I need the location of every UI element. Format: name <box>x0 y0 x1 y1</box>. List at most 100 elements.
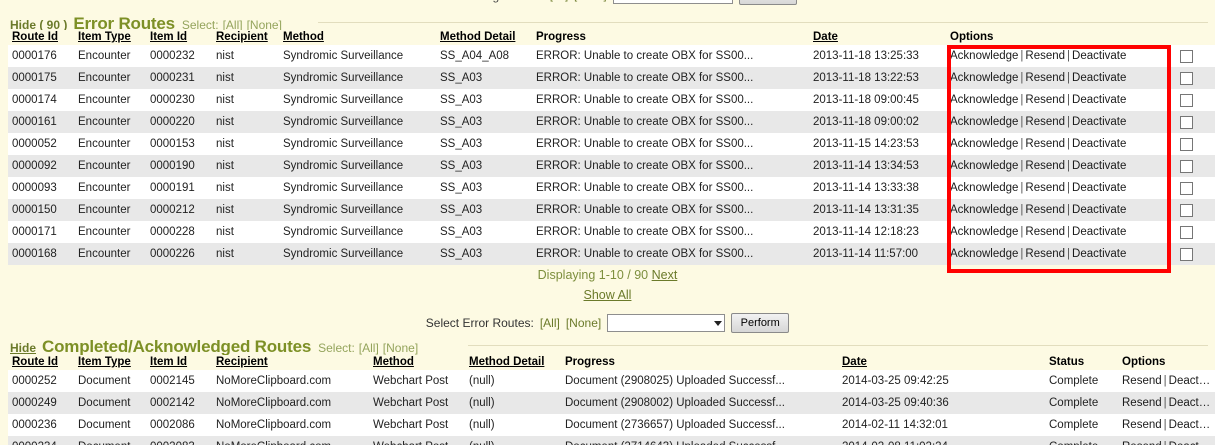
option-link-acknowledge[interactable]: Acknowledge <box>950 94 1019 106</box>
cell-item_id: 0000231 <box>146 67 212 89</box>
option-link-resend[interactable]: Resend <box>1025 50 1066 62</box>
option-link-deactivate[interactable]: Deactivate <box>1168 375 1215 387</box>
option-link-deactivate[interactable]: Deactivate <box>1072 50 1127 62</box>
error-routes-action-none-link[interactable]: [None] <box>565 316 602 330</box>
cell-route_id: 0000093 <box>8 177 74 199</box>
column-header-recipient[interactable]: Recipient <box>212 355 369 370</box>
table-row: 0000092 Encounter 0000190 nist Syndromic Sur… <box>8 155 1215 177</box>
cell-item_id: 0000230 <box>146 89 212 111</box>
column-header-method[interactable]: Method <box>369 355 465 370</box>
error-routes-header-row: Route Id Item Type Item Id Recipient Method M… <box>8 30 1215 45</box>
option-link-deactivate[interactable]: Deactivate <box>1072 94 1127 106</box>
error-routes-next-link[interactable]: Next <box>651 268 678 282</box>
pending-select-all-link[interactable]: [All] <box>550 0 568 2</box>
option-link-deactivate[interactable]: Deactivate <box>1072 72 1127 84</box>
pending-action-select[interactable]: Cancel <box>612 0 733 4</box>
option-link-acknowledge[interactable]: Acknowledge <box>950 138 1019 150</box>
option-link-deactivate[interactable]: Deactivate <box>1072 226 1127 238</box>
cell-status: Complete <box>1045 370 1118 392</box>
column-header-label-status: Status <box>1049 356 1085 368</box>
option-link-acknowledge[interactable]: Acknowledge <box>950 116 1019 128</box>
option-link-deactivate[interactable]: Deactivate <box>1169 441 1215 445</box>
column-header-label-item_id: Item Id <box>150 356 188 368</box>
row-select-checkbox[interactable] <box>1180 225 1193 239</box>
error-routes-select-all-link[interactable]: [All] <box>222 18 243 32</box>
column-header-item_type[interactable]: Item Type <box>74 355 146 370</box>
option-link-resend[interactable]: Resend <box>1122 441 1162 445</box>
pending-select-none-link[interactable]: [None] <box>574 0 606 2</box>
pending-perform-button[interactable]: Perform <box>738 0 797 5</box>
option-link-deactivate[interactable]: Deactivate <box>1072 116 1127 128</box>
option-link-resend[interactable]: Resend <box>1025 138 1066 150</box>
column-header-label-item_type: Item Type <box>78 356 131 368</box>
error-routes-perform-button[interactable]: Perform <box>731 313 790 333</box>
row-options-cell: Acknowledge | Resend | Deactivate <box>946 243 1176 265</box>
column-header-item_id[interactable]: Item Id <box>146 30 212 45</box>
completed-routes-hide-link[interactable]: Hide <box>10 341 37 355</box>
row-select-cell <box>1176 199 1215 221</box>
option-link-deactivate[interactable]: Deactivate <box>1072 248 1127 260</box>
cell-route_id: 0000150 <box>8 199 74 221</box>
completed-routes-select-all-link[interactable]: [All] <box>358 341 379 355</box>
option-link-deactivate[interactable]: Deactivate <box>1072 138 1127 150</box>
option-link-deactivate[interactable]: Deactivate <box>1072 204 1127 216</box>
option-link-acknowledge[interactable]: Acknowledge <box>950 204 1019 216</box>
option-link-resend[interactable]: Resend <box>1025 94 1066 106</box>
option-link-deactivate[interactable]: Deactivate <box>1072 160 1127 172</box>
column-header-item_type[interactable]: Item Type <box>74 30 146 45</box>
option-link-deactivate[interactable]: Deactivate <box>1072 182 1127 194</box>
option-link-resend[interactable]: Resend <box>1025 72 1066 84</box>
cell-item_id: 0000228 <box>146 221 212 243</box>
option-link-resend[interactable]: Resend <box>1025 226 1066 238</box>
row-select-checkbox[interactable] <box>1180 247 1193 261</box>
row-select-checkbox[interactable] <box>1180 159 1193 173</box>
option-separator: | <box>1067 116 1071 128</box>
option-link-deactivate[interactable]: Deactivate <box>1168 397 1215 409</box>
error-routes-paging: Displaying 1-10 / 90 Next <box>0 268 1215 282</box>
completed-routes-select-none-link[interactable]: [None] <box>382 341 419 355</box>
cell-status: Complete <box>1045 436 1118 445</box>
cell-item_id: 0002086 <box>146 414 212 436</box>
option-link-acknowledge[interactable]: Acknowledge <box>950 182 1019 194</box>
error-routes-select-none-link[interactable]: [None] <box>246 18 282 32</box>
option-link-resend[interactable]: Resend <box>1025 248 1066 260</box>
table-row: 0000093 Encounter 0000191 nist Syndromic Sur… <box>8 177 1215 199</box>
option-link-resend[interactable]: Resend <box>1122 397 1162 409</box>
row-select-checkbox[interactable] <box>1180 93 1193 107</box>
column-header-route_id[interactable]: Route Id <box>8 355 74 370</box>
row-select-checkbox[interactable] <box>1180 71 1193 85</box>
column-header-method_detail[interactable]: Method Detail <box>436 30 532 45</box>
column-header-date[interactable]: Date <box>838 355 1045 370</box>
option-link-acknowledge[interactable]: Acknowledge <box>950 72 1019 84</box>
cell-progress: Document (2736657) Uploaded Successf... <box>561 414 838 436</box>
row-select-checkbox[interactable] <box>1180 115 1193 129</box>
option-link-acknowledge[interactable]: Acknowledge <box>950 50 1019 62</box>
row-select-checkbox[interactable] <box>1180 203 1193 217</box>
error-routes-show-all-link[interactable]: Show All <box>583 288 632 302</box>
column-header-method[interactable]: Method <box>279 30 436 45</box>
column-header-date[interactable]: Date <box>809 30 946 45</box>
option-link-resend[interactable]: Resend <box>1025 204 1066 216</box>
cell-item_id: 0000212 <box>146 199 212 221</box>
option-link-resend[interactable]: Resend <box>1025 182 1066 194</box>
row-select-checkbox[interactable] <box>1180 49 1193 63</box>
column-header-item_id[interactable]: Item Id <box>146 355 212 370</box>
column-header-route_id[interactable]: Route Id <box>8 30 74 45</box>
option-link-resend[interactable]: Resend <box>1025 116 1066 128</box>
option-link-resend[interactable]: Resend <box>1122 419 1162 431</box>
option-separator: | <box>1162 441 1169 445</box>
option-link-resend[interactable]: Resend <box>1025 160 1066 172</box>
error-routes-action-all-link[interactable]: [All] <box>539 316 560 330</box>
option-link-deactivate[interactable]: Deactivate <box>1168 419 1215 431</box>
option-link-acknowledge[interactable]: Acknowledge <box>950 248 1019 260</box>
option-link-acknowledge[interactable]: Acknowledge <box>950 226 1019 238</box>
column-header-method_detail[interactable]: Method Detail <box>465 355 561 370</box>
option-link-acknowledge[interactable]: Acknowledge <box>950 160 1019 172</box>
row-select-checkbox[interactable] <box>1180 181 1193 195</box>
error-routes-hide-link[interactable]: Hide ( 90 ) <box>10 18 68 32</box>
row-select-checkbox[interactable] <box>1180 137 1193 151</box>
error-routes-action-select[interactable] <box>607 314 726 332</box>
option-link-resend[interactable]: Resend <box>1122 375 1162 387</box>
column-header-recipient[interactable]: Recipient <box>212 30 279 45</box>
table-row: 0000249 Document 0002142 NoMoreClipboard.co… <box>8 392 1215 414</box>
